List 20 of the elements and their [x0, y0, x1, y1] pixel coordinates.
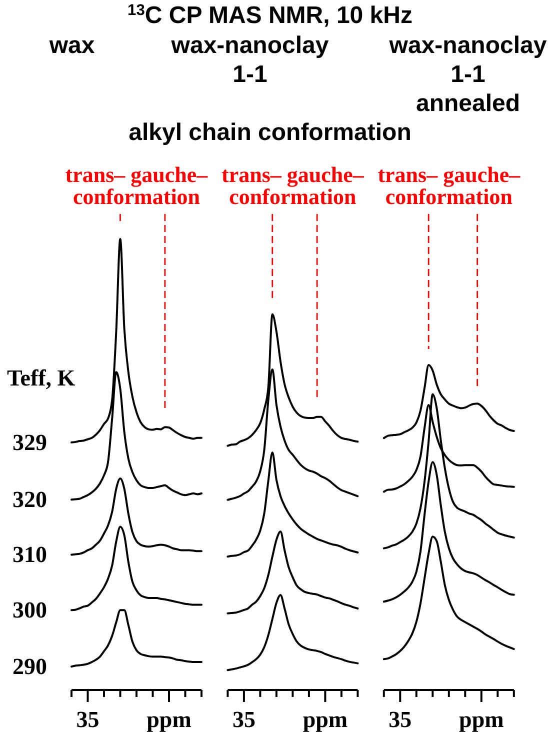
series-label: 329 [12, 430, 47, 455]
chart-subtitle: wax-nanoclay 1-1 annealed [388, 32, 548, 117]
x-tick-label: 35 [76, 707, 100, 732]
chart-subtitle: wax [48, 32, 96, 59]
text: trans– gauche– conformation [65, 162, 209, 209]
chart-title: $^{13}$C CP MAS NMR, 10 kHz [128, 2, 412, 29]
x-tick-label: ppm [459, 707, 504, 732]
x-tick-label: ppm [146, 707, 192, 732]
text: trans– gauche– conformation [222, 162, 365, 209]
x-tick-label: 35 [388, 707, 412, 732]
chart-subtitle: wax-nanoclay 1-1 [170, 32, 330, 88]
x-tick-label: ppm [302, 707, 348, 732]
text: trans– gauche– conformation [378, 162, 522, 209]
series-label: 300 [12, 598, 47, 623]
y-axis-title: Teff, K [7, 365, 76, 390]
text: alkyl chain conformation [128, 119, 412, 146]
series-label: 320 [12, 487, 47, 512]
x-tick-label: 35 [232, 707, 256, 732]
series-label: 310 [12, 542, 47, 568]
series-label: 290 [12, 654, 47, 680]
